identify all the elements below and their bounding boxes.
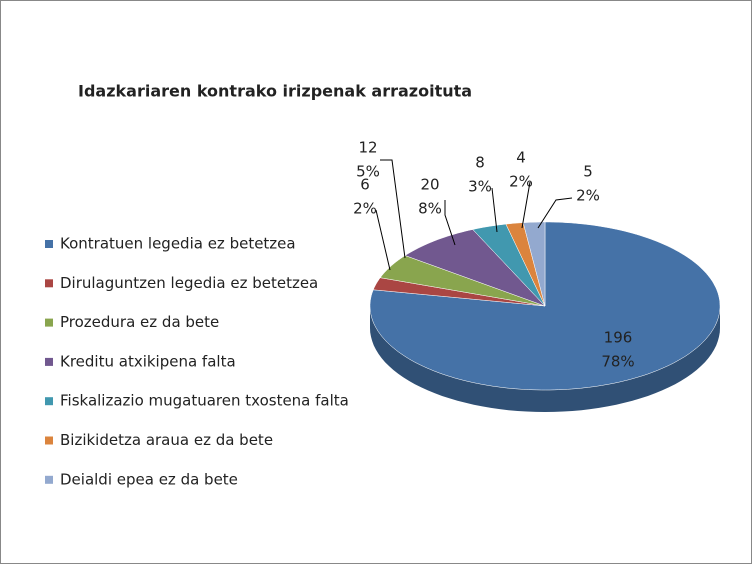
legend-label: Deialdi epea ez da bete — [60, 470, 238, 488]
leader-line — [521, 181, 531, 229]
leader-line — [444, 200, 456, 246]
data-label-percent: 2% — [509, 173, 533, 191]
leader-line — [375, 209, 391, 271]
data-label-percent: 2% — [576, 187, 600, 205]
legend-label: Dirulaguntzen legedia ez betetzea — [60, 274, 318, 292]
data-label: 5 — [583, 163, 593, 181]
data-label-percent: 5% — [356, 163, 380, 181]
legend-label: Kontratuen legedia ez betetzea — [60, 235, 296, 253]
legend-label: Kreditu atxikipena falta — [60, 352, 236, 370]
data-label: 20 — [420, 176, 439, 194]
data-label-percent: 78% — [601, 353, 634, 371]
legend-swatch — [45, 318, 53, 327]
pie-side — [370, 306, 720, 412]
data-label: 4 — [516, 149, 526, 167]
leader-line — [491, 187, 498, 233]
pie-slice — [404, 229, 546, 307]
pie-slice — [372, 277, 546, 307]
leader-line — [537, 197, 573, 229]
data-label: 12 — [358, 139, 377, 157]
chart-title: Idazkariaren kontrako irizpenak arrazoit… — [78, 82, 472, 101]
data-label: 6 — [360, 176, 370, 194]
legend-swatch — [45, 357, 53, 366]
legend-label: Prozedura ez da bete — [60, 313, 219, 331]
pie-slice — [379, 255, 546, 307]
data-label-percent: 3% — [468, 178, 492, 196]
legend-swatch — [45, 240, 53, 248]
legend-label: Fiskalizazio mugatuaren txostena falta — [60, 392, 349, 410]
legend-swatch — [45, 279, 53, 288]
legend-swatch — [45, 475, 53, 484]
data-label-percent: 8% — [418, 200, 442, 218]
data-label: 196 — [604, 329, 633, 347]
leader-line — [380, 159, 406, 259]
data-label-percent: 2% — [353, 200, 377, 218]
legend-swatch — [45, 397, 53, 406]
pie-slice — [522, 221, 546, 307]
legend-label: Bizikidetza araua ez da bete — [60, 431, 273, 449]
pie-slice — [472, 223, 546, 307]
data-label: 8 — [475, 154, 485, 172]
legend-swatch — [45, 436, 53, 445]
